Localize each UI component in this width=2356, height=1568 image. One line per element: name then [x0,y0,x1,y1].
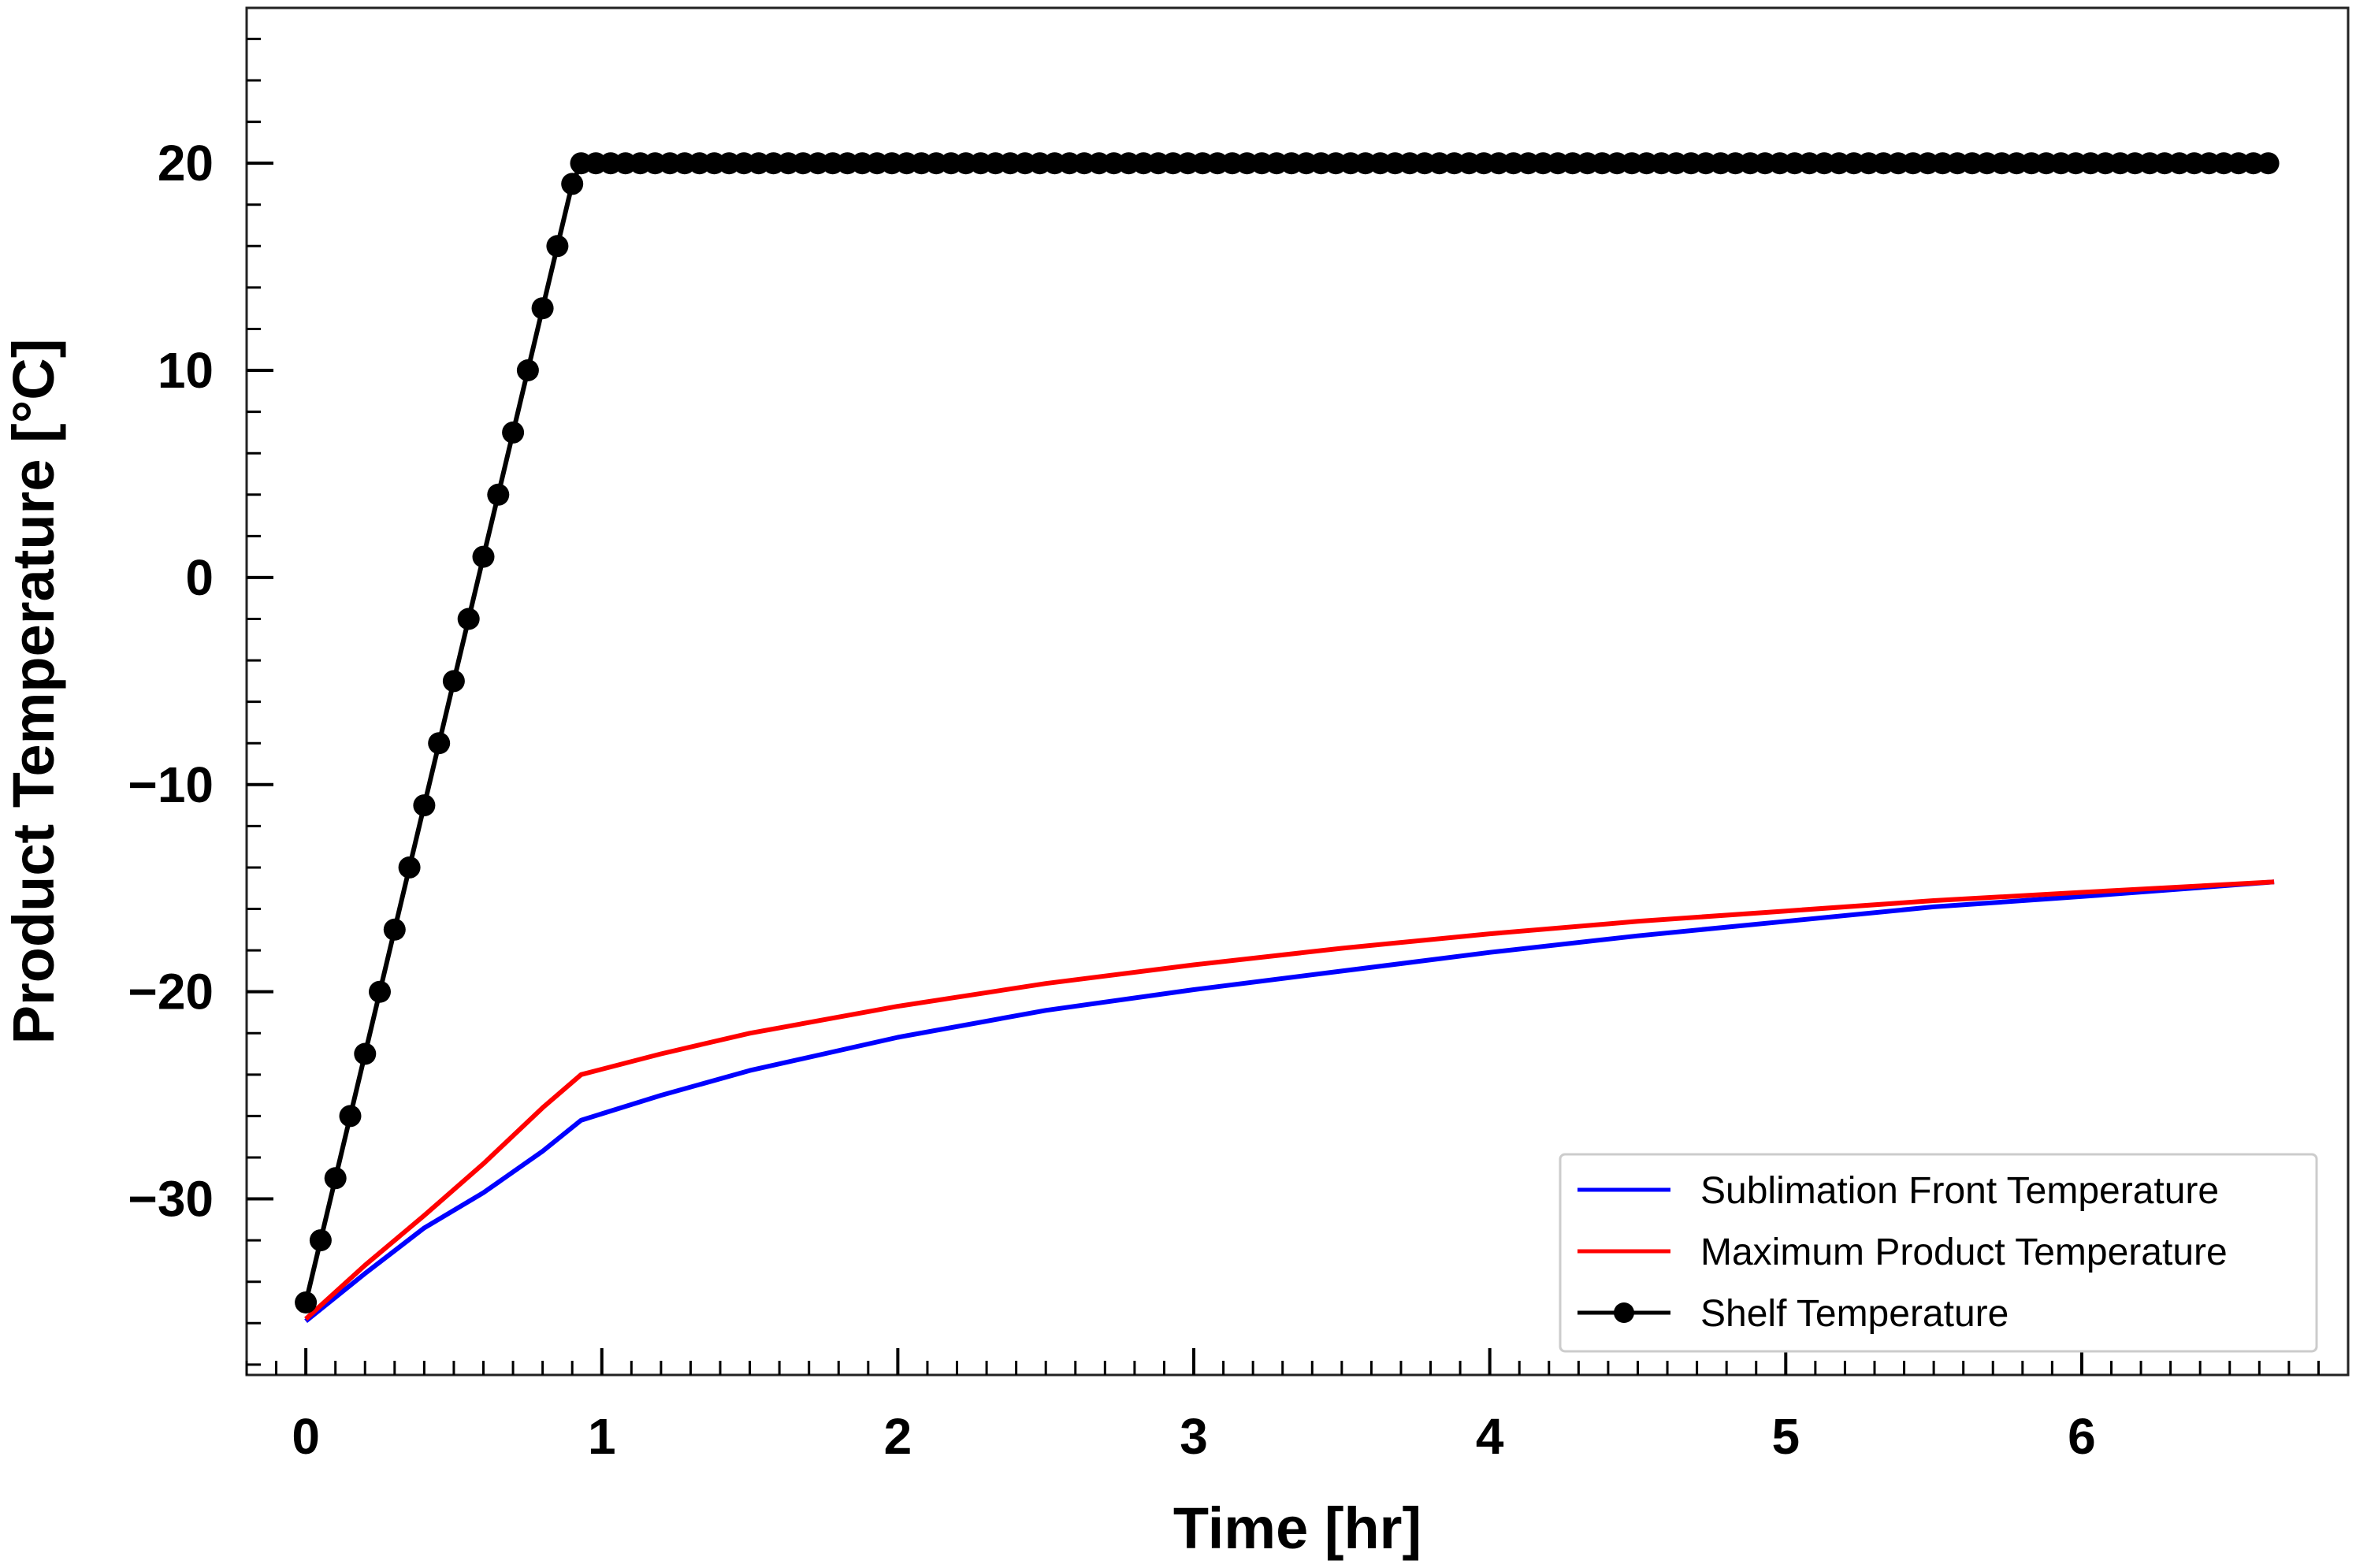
shelf-temperature-point [369,980,391,1003]
shelf-temperature-point [516,359,539,381]
shelf-temperature-point [398,856,421,879]
x-tick-label: 0 [292,1408,320,1465]
shelf-temperature-point [502,421,525,444]
y-tick-label: −10 [128,756,214,813]
x-tick-label: 5 [1771,1408,1800,1465]
legend: Sublimation Front Temperature Maximum Pr… [1559,1153,2318,1353]
axis-ticks [245,37,2320,1375]
shelf-temperature-point [546,235,569,258]
y-axis-label: Product Temperature [°C] [1,339,66,1045]
shelf-temperature-point [2257,152,2280,175]
y-tick-label: −20 [128,964,214,1020]
series-line-sublimation-front-temperature [304,879,2275,1324]
y-tick-label: −30 [128,1171,214,1228]
legend-label-shelf: Shelf Temperature [1700,1293,2009,1335]
series-layer [295,152,2280,1324]
shelf-temperature-point [339,1105,362,1128]
shelf-temperature-point [428,732,451,755]
shelf-temperature-point [457,608,480,630]
shelf-temperature-point [561,173,584,195]
shelf-temperature-point [531,297,554,320]
legend-box [1559,1153,2318,1353]
legend-marker-shelf [1614,1302,1634,1323]
shelf-temperature-point [383,918,406,941]
shelf-temperature-point [309,1229,332,1252]
series-line-maximum-product-temperature [304,879,2275,1321]
x-tick-label: 2 [884,1408,912,1465]
legend-label-maximum-product: Maximum Product Temperature [1700,1232,2228,1273]
x-tick-label: 6 [2068,1408,2096,1465]
shelf-temperature-point [487,483,510,506]
y-tick-label: 10 [158,342,214,399]
plot-area-frame [245,6,2350,1377]
x-tick-labels: 0 1 2 3 4 5 6 [292,1408,2095,1465]
shelf-temperature-point [472,545,495,568]
x-tick-label: 4 [1476,1408,1504,1465]
x-tick-label: 3 [1180,1408,1208,1465]
x-tick-label: 1 [588,1408,616,1465]
shelf-temperature-point [442,670,465,693]
x-axis-label: Time [hr] [1173,1496,1421,1561]
legend-label-sublimation-front: Sublimation Front Temperature [1700,1170,2219,1212]
shelf-temperature-point [354,1042,377,1065]
y-tick-label: 20 [158,135,214,191]
shelf-temperature-point [413,794,436,817]
shelf-temperature-point [295,1291,318,1313]
y-tick-label: 0 [185,549,214,606]
shelf-temperature-point [324,1167,347,1190]
y-tick-labels: −30 −20 −10 0 10 20 [128,135,214,1227]
